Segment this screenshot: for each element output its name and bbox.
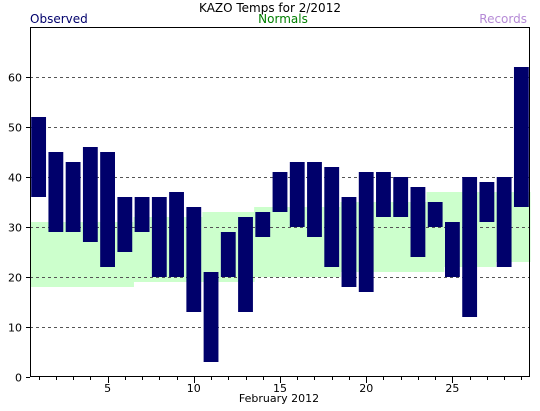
- observed-bar-day-25: [445, 222, 460, 277]
- x-tick-label-25: 25: [445, 382, 459, 395]
- observed-bar-day-9: [169, 192, 184, 277]
- observed-bar-day-17: [307, 162, 322, 237]
- observed-bar-day-29: [513, 67, 529, 207]
- legend-normals: Normals: [258, 12, 308, 26]
- x-axis-label: February 2012: [239, 392, 319, 405]
- observed-bar-day-11: [203, 272, 219, 362]
- tick-labels: 0 10 20 30 40 50 60 5 10 15 20 25: [8, 72, 459, 396]
- normal-range-day-22: [392, 202, 410, 272]
- x-tick-label-15: 15: [273, 382, 287, 395]
- normal-range-day-11: [202, 212, 221, 282]
- normal-range-day-1: [30, 222, 48, 287]
- y-tick-label-0: 0: [15, 372, 22, 385]
- observed-bar-day-22: [393, 177, 409, 217]
- observed-bar-day-18: [324, 167, 340, 267]
- y-tick-label-40: 40: [8, 172, 22, 185]
- x-tick-label-20: 20: [359, 382, 373, 395]
- normal-range-day-2: [47, 222, 65, 287]
- observed-bar-day-2: [48, 152, 64, 232]
- normal-range-day-21: [374, 202, 393, 272]
- observed-bar-day-16: [289, 162, 305, 227]
- observed-bar-day-10: [186, 207, 202, 312]
- observed-bar-day-6: [117, 197, 133, 252]
- observed-bar-day-27: [479, 182, 495, 222]
- observed-bar-day-15: [272, 172, 288, 212]
- observed-bar-day-12: [220, 232, 236, 277]
- legend-records: Records: [479, 12, 527, 26]
- observed-bar-day-24: [427, 202, 443, 227]
- y-tick-label-10: 10: [8, 322, 22, 335]
- observed-bar-day-3: [65, 162, 81, 232]
- observed-bar-day-5: [100, 152, 115, 267]
- legend-observed: Observed: [30, 12, 88, 26]
- observed-bar-day-7: [134, 197, 150, 232]
- observed-bar-day-13: [238, 217, 253, 312]
- normal-range-day-29: [512, 192, 531, 262]
- observed-bar-day-21: [376, 172, 391, 217]
- y-tick-label-30: 30: [8, 222, 22, 235]
- observed-bar-day-28: [496, 177, 512, 267]
- chart-title: KAZO Temps for 2/2012: [199, 1, 341, 15]
- observed-bar-day-19: [341, 197, 357, 287]
- normal-range-day-3: [64, 222, 83, 287]
- observed-bar-day-1: [31, 117, 47, 197]
- x-tick-label-10: 10: [187, 382, 201, 395]
- observed-bar-day-26: [462, 177, 478, 317]
- observed-bars: [31, 67, 529, 362]
- y-tick-label-20: 20: [8, 272, 22, 285]
- axes: [26, 27, 530, 383]
- plot-frame: [30, 27, 530, 377]
- y-tick-label-60: 60: [8, 72, 22, 85]
- normal-range-day-7: [133, 217, 152, 282]
- normal-range-day-15: [271, 207, 290, 277]
- x-tick-label-5: 5: [104, 382, 111, 395]
- y-tick-label-50: 50: [8, 122, 22, 135]
- observed-bar-day-23: [410, 187, 426, 257]
- observed-bar-day-20: [358, 172, 374, 292]
- observed-bar-day-8: [151, 197, 167, 277]
- observed-bar-day-4: [82, 147, 98, 242]
- observed-bar-day-14: [255, 212, 271, 237]
